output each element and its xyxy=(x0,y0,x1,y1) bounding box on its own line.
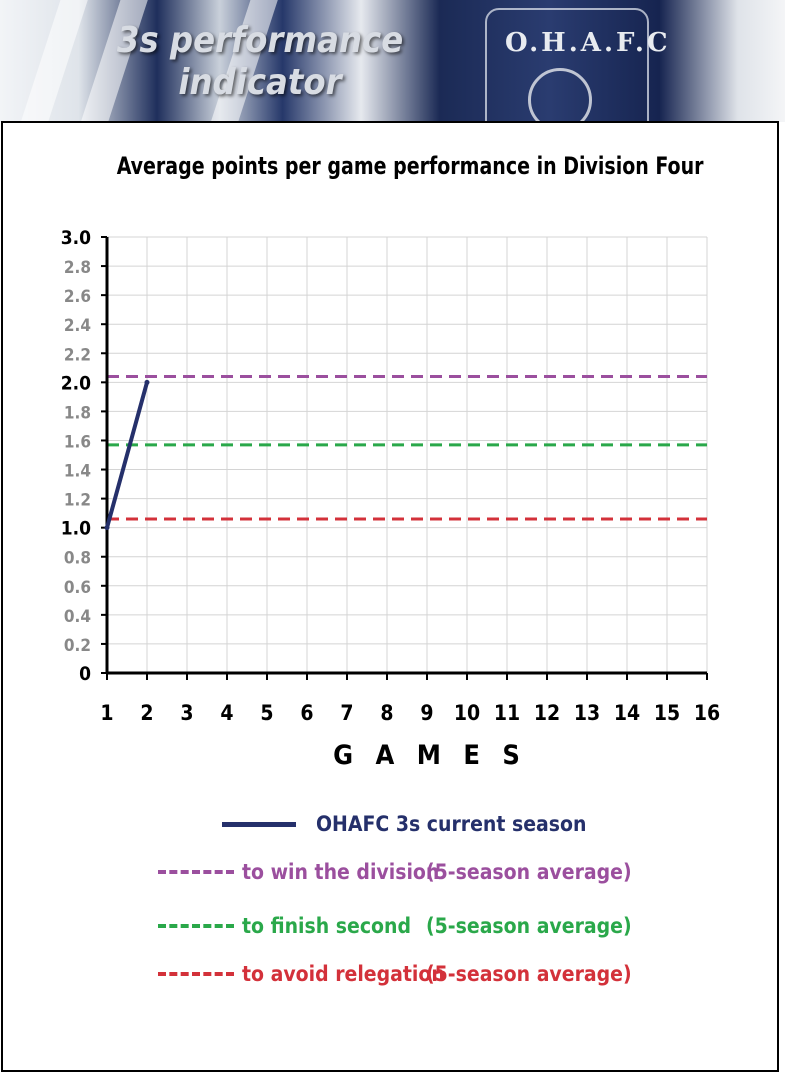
x-axis-label: G A M E S xyxy=(333,740,527,771)
x-tick-label: 15 xyxy=(654,701,680,725)
grid xyxy=(107,236,708,673)
y-tick-label: 2.2 xyxy=(64,345,91,365)
banner: O.H.A.F.C 3s performance indicator xyxy=(0,0,785,122)
legend-item-current-season: OHAFC 3s current season xyxy=(222,812,586,836)
club-crest xyxy=(485,8,649,122)
y-tick-label: 0.8 xyxy=(64,549,91,569)
x-tick-label: 5 xyxy=(260,701,273,725)
reference-lines xyxy=(107,375,707,521)
chart-frame xyxy=(1,121,779,1072)
legend-label: to win the division xyxy=(242,860,440,884)
y-tick-label: 2.4 xyxy=(64,316,91,336)
crest-emblem-icon xyxy=(528,68,592,122)
x-tick-label: 10 xyxy=(454,701,480,725)
x-tick-label: 12 xyxy=(534,701,560,725)
x-ticks: 1 2 3 4 5 6 7 8 9 10 11 12 13 14 15 16 xyxy=(100,701,720,725)
legend-label: OHAFC 3s current season xyxy=(316,812,587,836)
legend-swatch-solid xyxy=(222,821,296,827)
banner-title-line1: 3s performance xyxy=(116,20,404,61)
x-tick-label: 7 xyxy=(340,701,353,725)
x-tick-label: 9 xyxy=(420,701,433,725)
y-tick-label: 2.8 xyxy=(64,258,91,278)
x-tick-label: 16 xyxy=(694,701,720,725)
y-tick-label: 0.2 xyxy=(64,636,91,656)
legend-item-avoid-relegation: to avoid relegation (5-season average) xyxy=(158,962,632,986)
x-tick-label: 14 xyxy=(614,701,640,725)
y-tick-label: 1.2 xyxy=(64,491,91,511)
x-tick-label: 3 xyxy=(180,701,193,725)
legend-note: (5-season average) xyxy=(426,914,632,938)
y-tick-label: 2.0 xyxy=(61,372,91,394)
legend-note: (5-season average) xyxy=(426,962,632,986)
y-tick-label: 0.4 xyxy=(64,607,91,627)
data-point xyxy=(144,379,150,385)
legend-swatch-dashed xyxy=(158,924,234,928)
x-tick-label: 2 xyxy=(140,701,153,725)
y-tick-label: 0.6 xyxy=(64,578,91,598)
series xyxy=(104,379,150,531)
x-tick-label: 11 xyxy=(494,701,520,725)
y-tick-label: 1.6 xyxy=(64,432,91,452)
x-tick-label: 6 xyxy=(300,701,313,725)
legend-swatch-dashed xyxy=(158,972,234,976)
legend-item-win-division: to win the division (5-season average) xyxy=(158,860,632,884)
x-tick-label: 1 xyxy=(100,701,113,725)
y-tick-label: 1.0 xyxy=(61,518,91,540)
legend-item-finish-second: to finish second (5-season average) xyxy=(158,914,632,938)
x-tick-label: 8 xyxy=(380,701,393,725)
legend-label: to avoid relegation xyxy=(242,962,445,986)
x-tick-label: 4 xyxy=(220,701,233,725)
legend-label: to finish second xyxy=(242,914,412,938)
legend-note: (5-season average) xyxy=(426,860,632,884)
y-tick-label: 1.4 xyxy=(64,462,91,482)
data-point xyxy=(104,525,110,531)
banner-title: 3s performance indicator xyxy=(60,20,460,104)
y-tick-label: 1.8 xyxy=(64,403,91,423)
series-line xyxy=(105,380,149,530)
y-tick-label: 3.0 xyxy=(61,227,91,249)
chart-title: Average points per game performance in D… xyxy=(116,152,704,180)
y-tick-label: 0 xyxy=(79,663,91,685)
y-ticks: 0 0.2 0.4 0.6 0.8 1.0 1.2 1.4 1.6 1.8 2.0 2.2 2.4 2.6… xyxy=(61,227,91,685)
legend-swatch-dashed xyxy=(158,870,234,874)
crest-text: O.H.A.F.C xyxy=(505,28,671,58)
x-tick-label: 13 xyxy=(574,701,600,725)
y-tick-label: 2.6 xyxy=(64,287,91,307)
axes xyxy=(101,236,708,680)
banner-title-line2: indicator xyxy=(178,62,342,103)
